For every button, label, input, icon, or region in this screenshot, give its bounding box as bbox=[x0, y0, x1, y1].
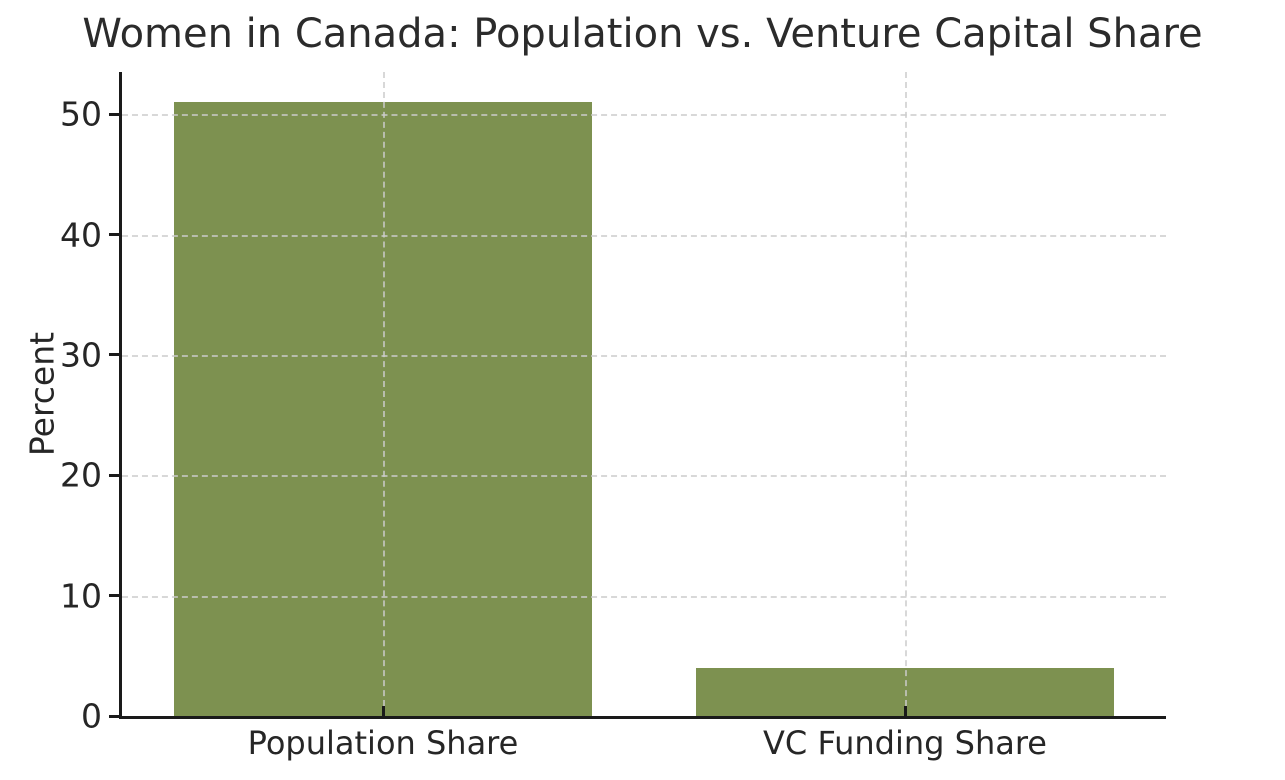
x-axis-spine bbox=[119, 716, 1166, 719]
y-tick-label: 40 bbox=[60, 215, 102, 254]
y-tick-20 bbox=[109, 473, 119, 477]
y-tick-label: 10 bbox=[60, 576, 102, 616]
x-tick-label: VC Funding Share bbox=[763, 724, 1047, 762]
v-gridline-1 bbox=[905, 72, 907, 716]
h-gridline-30 bbox=[122, 354, 1166, 357]
x-tick-1 bbox=[903, 706, 907, 716]
v-gridline-0 bbox=[383, 72, 385, 716]
h-gridline-40 bbox=[122, 234, 1166, 237]
plot-area bbox=[109, 72, 1166, 719]
ticks-layer bbox=[109, 72, 1166, 718]
y-axis-spine bbox=[119, 72, 122, 716]
y-axis-label: Percent bbox=[22, 331, 62, 457]
y-tick-label: 50 bbox=[60, 94, 102, 134]
y-tick-0 bbox=[109, 714, 119, 718]
y-tick-label: 30 bbox=[60, 335, 102, 375]
chart-title: Women in Canada: Population vs. Venture … bbox=[82, 11, 1203, 57]
gridlines-layer bbox=[122, 72, 1166, 716]
y-tick-50 bbox=[109, 112, 119, 116]
h-gridline-10 bbox=[122, 595, 1166, 598]
x-tick-0 bbox=[381, 706, 385, 716]
h-gridline-20 bbox=[122, 475, 1166, 478]
y-tick-40 bbox=[109, 233, 119, 236]
y-tick-label: 20 bbox=[60, 455, 102, 495]
y-tick-10 bbox=[109, 594, 119, 598]
y-tick-label: 0 bbox=[81, 696, 102, 736]
h-gridline-50 bbox=[122, 114, 1166, 117]
x-tick-label: Population Share bbox=[247, 724, 519, 762]
y-tick-30 bbox=[109, 353, 119, 357]
